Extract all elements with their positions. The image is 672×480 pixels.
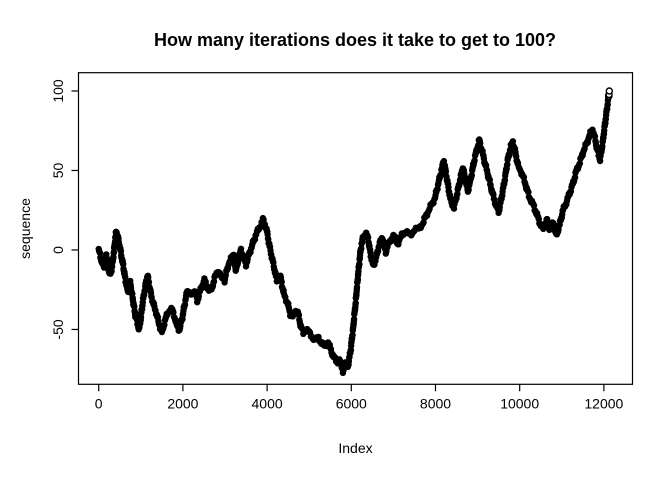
- data-point: [96, 249, 104, 257]
- x-tick-label: 2000: [167, 396, 198, 412]
- x-tick-label: 6000: [336, 396, 367, 412]
- data-point: [525, 189, 532, 196]
- chart-title: How many iterations does it take to get …: [154, 30, 556, 50]
- data-point: [356, 260, 363, 268]
- y-axis: -50 0 50 100: [50, 79, 79, 340]
- x-tick-label: 0: [95, 396, 103, 412]
- y-tick-label: 0: [50, 246, 66, 254]
- data-point: [353, 283, 361, 291]
- x-tick-label: 4000: [252, 396, 283, 412]
- data-point: [350, 315, 358, 323]
- x-axis-label: Index: [338, 440, 372, 456]
- data-point: [352, 299, 359, 307]
- data-point: [471, 157, 478, 164]
- data-point-open-circle: [605, 87, 613, 95]
- y-tick-label: 100: [50, 79, 66, 103]
- y-axis-label: sequence: [17, 198, 33, 259]
- data-point: [576, 160, 584, 167]
- x-tick-label: 10000: [500, 396, 539, 412]
- data-point: [161, 321, 168, 329]
- data-point: [571, 174, 579, 181]
- y-tick-label: 50: [50, 162, 66, 178]
- x-tick-label: 12000: [584, 396, 623, 412]
- data-point: [295, 311, 303, 319]
- x-tick-label: 8000: [420, 396, 451, 412]
- data-point: [349, 331, 356, 339]
- x-axis: 0 2000 4000 6000 8000 10000 12000: [95, 384, 624, 412]
- data-point: [504, 161, 511, 168]
- data-point: [122, 274, 129, 281]
- data-point: [278, 278, 285, 286]
- data-point: [468, 172, 475, 179]
- y-tick-label: -50: [50, 319, 66, 339]
- data-series-points: [95, 87, 613, 376]
- data-point: [596, 157, 604, 165]
- data-point: [358, 245, 365, 252]
- plot-border-box: [77, 72, 634, 385]
